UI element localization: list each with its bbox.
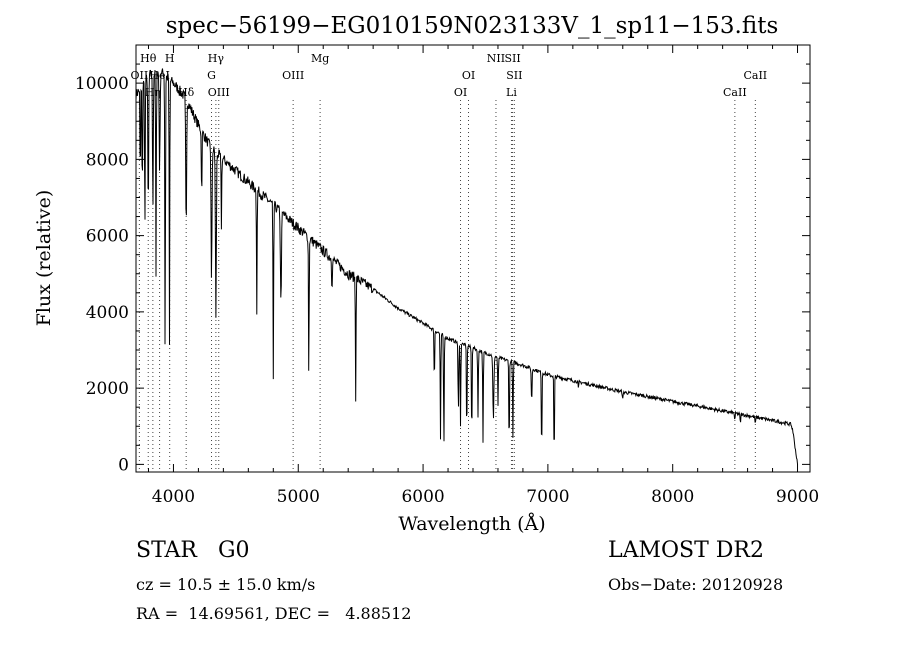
x-tick-label: 5000 xyxy=(277,487,320,507)
x-tick-label: 6000 xyxy=(401,487,444,507)
line-marker-label: OI xyxy=(462,69,475,82)
line-marker-label: OIII xyxy=(208,86,230,99)
spectrum-line xyxy=(135,68,798,465)
ra-dec-coordinates: RA = 14.69561, DEC = 4.88512 xyxy=(136,604,412,623)
line-marker-label: OIII xyxy=(282,69,304,82)
x-axis: 4000 5000 6000 7000 8000 9000 xyxy=(147,45,819,507)
x-tick-label: 7000 xyxy=(526,487,569,507)
survey-label: LAMOST DR2 xyxy=(608,538,764,563)
line-marker-label: Mg xyxy=(311,52,329,65)
x-tick-label: 8000 xyxy=(651,487,694,507)
subclass-label: G0 xyxy=(217,538,250,563)
x-tick-label: 4000 xyxy=(152,487,195,507)
redshift-velocity: cz = 10.5 ± 15.0 km/s xyxy=(136,575,316,594)
y-tick-label: 6000 xyxy=(86,227,129,247)
y-axis: 0 2000 4000 6000 8000 10000 xyxy=(75,63,810,475)
line-marker-label: Hθ xyxy=(140,52,157,65)
y-tick-label: 8000 xyxy=(86,150,129,170)
chart-title: spec−56199−EG010159N023133V_1_sp11−153.f… xyxy=(166,13,779,39)
y-tick-label: 4000 xyxy=(86,303,129,323)
object-class: STAR G0 xyxy=(136,538,250,563)
line-marker-label: SII xyxy=(506,69,522,82)
line-marker-label: NII xyxy=(487,52,505,65)
line-marker-label: SII xyxy=(504,52,520,65)
class-label: STAR xyxy=(136,538,197,563)
observation-date: Obs−Date: 20120928 xyxy=(608,575,784,594)
line-marker-label: OI xyxy=(454,86,467,99)
line-marker-label: Li xyxy=(506,86,517,99)
line-marker-label: Hγ xyxy=(208,52,225,65)
y-tick-label: 0 xyxy=(118,455,129,475)
line-marker-label: OII xyxy=(131,69,149,82)
line-marker-label: CaII xyxy=(743,69,767,82)
line-marker-label: G xyxy=(207,69,216,82)
y-axis-label: Flux (relative) xyxy=(33,190,55,327)
line-marker-label: CaII xyxy=(723,86,747,99)
y-tick-label: 10000 xyxy=(75,74,129,94)
x-axis-label: Wavelength (Å) xyxy=(398,513,545,535)
y-tick-label: 2000 xyxy=(86,379,129,399)
x-tick-label: 9000 xyxy=(776,487,819,507)
line-marker-label: H xyxy=(165,52,175,65)
